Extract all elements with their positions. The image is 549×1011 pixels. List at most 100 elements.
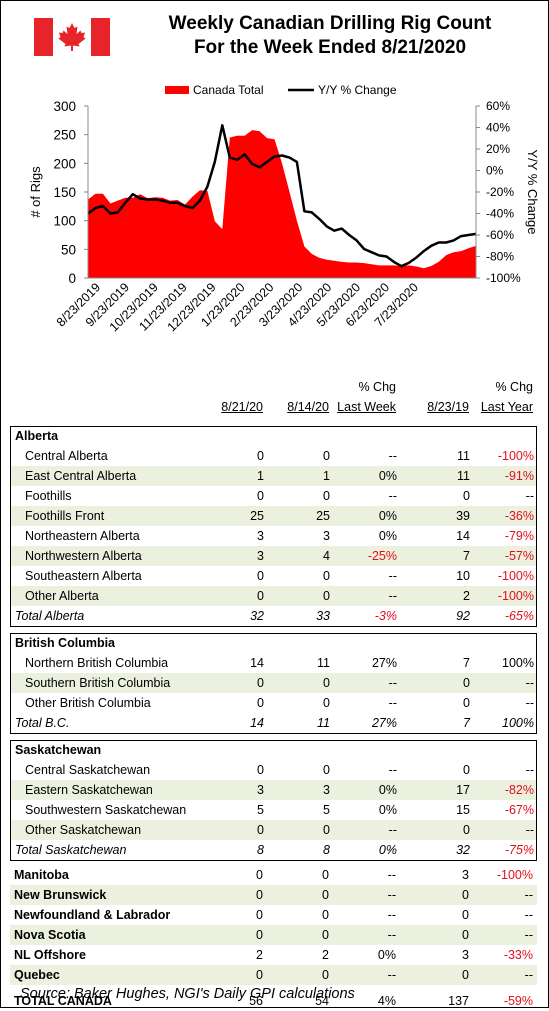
cell-c2: 0 bbox=[323, 696, 330, 710]
tick-label-left: 300 bbox=[53, 99, 76, 114]
cell-c2: 11 bbox=[317, 716, 330, 730]
cell-c5: -- bbox=[524, 928, 533, 942]
row-label: Northern British Columbia bbox=[25, 656, 169, 670]
tick-label-right: 20% bbox=[486, 142, 510, 156]
cell-c1: 14 bbox=[250, 716, 264, 730]
cell-c3: -- bbox=[387, 888, 396, 902]
y-axis-title-right: Y/Y % Change bbox=[525, 149, 540, 234]
cell-c4: 0 bbox=[462, 928, 469, 942]
grand-total-row: TOTAL CANADA 56 54 4% 137 -59% bbox=[10, 991, 537, 1011]
cell-c2: 0 bbox=[323, 823, 330, 837]
cell-c1: 14 bbox=[250, 656, 264, 670]
cell-c5: 100% bbox=[502, 716, 534, 730]
table-header: 8/21/20 8/14/20 Last Week 8/23/19 Last Year bbox=[10, 400, 537, 420]
province-row: Manitoba 0 0 -- 3 -100% bbox=[10, 865, 537, 885]
cell-c2: 4 bbox=[323, 549, 330, 563]
cell-c5: -- bbox=[525, 763, 534, 777]
cell-c4: 10 bbox=[456, 569, 470, 583]
cell-c5: -65% bbox=[504, 609, 534, 623]
cell-c4: 17 bbox=[456, 783, 470, 797]
header-prior-week: 8/14/20 bbox=[287, 400, 329, 414]
section-total-row: Total B.C. 14 11 27% 7 100% bbox=[11, 713, 536, 733]
cell-c5: -100% bbox=[496, 868, 533, 882]
table-row: Northeastern Alberta 3 3 0% 14 -79% bbox=[11, 526, 536, 546]
header-prior-year: 8/23/19 bbox=[427, 400, 469, 414]
row-label: Total Alberta bbox=[15, 609, 85, 623]
cell-c4: 0 bbox=[462, 908, 469, 922]
tick-label-right: -20% bbox=[486, 185, 514, 199]
province-row: NL Offshore 2 2 0% 3 -33% bbox=[10, 945, 537, 965]
row-label: Nova Scotia bbox=[14, 928, 86, 942]
cell-c1: 0 bbox=[257, 449, 264, 463]
table-row: Southern British Columbia 0 0 -- 0 -- bbox=[11, 673, 536, 693]
row-label: Other British Columbia bbox=[25, 696, 151, 710]
cell-c2: 25 bbox=[316, 509, 330, 523]
cell-c4: 0 bbox=[463, 763, 470, 777]
cell-c3: -- bbox=[388, 823, 397, 837]
cell-c1: 0 bbox=[256, 968, 263, 982]
province-row: Nova Scotia 0 0 -- 0 -- bbox=[10, 925, 537, 945]
section-saskatchewan: Saskatchewan Central Saskatchewan 0 0 -- 0 -- E… bbox=[10, 740, 537, 861]
cell-c4: 39 bbox=[456, 509, 470, 523]
section-title: Saskatchewan bbox=[15, 743, 102, 757]
cell-c2: 3 bbox=[323, 783, 330, 797]
cell-c4: 0 bbox=[462, 968, 469, 982]
cell-c3: -- bbox=[387, 928, 396, 942]
cell-c2: 0 bbox=[323, 489, 330, 503]
cell-c5: -59% bbox=[503, 994, 533, 1008]
row-label: NL Offshore bbox=[14, 948, 86, 962]
table-header-top: % Chg % Chg bbox=[10, 380, 537, 400]
row-label: Total B.C. bbox=[15, 716, 70, 730]
cell-c3: -- bbox=[387, 868, 396, 882]
cell-c1: 0 bbox=[257, 696, 264, 710]
cell-c5: -82% bbox=[504, 783, 534, 797]
row-label: Central Alberta bbox=[25, 449, 108, 463]
cell-c4: 7 bbox=[463, 656, 470, 670]
table-row: Central Saskatchewan 0 0 -- 0 -- bbox=[11, 760, 536, 780]
row-label: Northwestern Alberta bbox=[25, 549, 142, 563]
row-label: Southwestern Saskatchewan bbox=[25, 803, 187, 817]
cell-c3: -- bbox=[388, 449, 397, 463]
table-row: Northern British Columbia 14 11 27% 7 100% bbox=[11, 653, 536, 673]
y-axis-title-left: # of Rigs bbox=[28, 166, 43, 218]
cell-c1: 0 bbox=[256, 888, 263, 902]
row-label: Quebec bbox=[14, 968, 60, 982]
section-british-columbia: British Columbia Northern British Columbi… bbox=[10, 633, 537, 734]
cell-c4: 0 bbox=[463, 489, 470, 503]
cell-c1: 0 bbox=[257, 676, 264, 690]
tick-label-left: 50 bbox=[61, 242, 76, 257]
table-row: Other British Columbia 0 0 -- 0 -- bbox=[11, 693, 536, 713]
cell-c2: 8 bbox=[323, 843, 330, 857]
cell-c2: 0 bbox=[323, 449, 330, 463]
cell-c4: 7 bbox=[463, 716, 470, 730]
cell-c3: -- bbox=[388, 569, 397, 583]
cell-c4: 3 bbox=[462, 868, 469, 882]
cell-c3: 27% bbox=[371, 716, 397, 730]
tick-label-left: 200 bbox=[53, 156, 76, 171]
canada-flag-icon bbox=[34, 18, 110, 56]
legend-swatch-canada-total bbox=[165, 86, 189, 94]
table-row: Central Alberta 0 0 -- 11 -100% bbox=[11, 446, 536, 466]
province-rows: Manitoba 0 0 -- 3 -100% New Brunswick 0 0 -- 0 -- Ne… bbox=[10, 865, 537, 1011]
cell-c1: 3 bbox=[257, 529, 264, 543]
cell-c5: -57% bbox=[504, 549, 534, 563]
row-label: East Central Alberta bbox=[25, 469, 137, 483]
tick-label-left: 0 bbox=[68, 271, 76, 286]
row-label: Eastern Saskatchewan bbox=[25, 783, 153, 797]
tick-label-left: 150 bbox=[53, 185, 76, 200]
rig-count-chart: Canada Total Y/Y % Change 0 50 100 150 200 250 3… bbox=[28, 83, 540, 334]
cell-c1: 0 bbox=[256, 928, 263, 942]
cell-c1: 25 bbox=[250, 509, 264, 523]
cell-c2: 0 bbox=[323, 569, 330, 583]
cell-c5: -75% bbox=[504, 843, 534, 857]
cell-c2: 11 bbox=[317, 656, 330, 670]
series-line-yy-change bbox=[87, 124, 477, 268]
cell-c1: 0 bbox=[257, 589, 264, 603]
cell-c3: 0% bbox=[378, 843, 397, 857]
cell-c3: -- bbox=[388, 589, 397, 603]
cell-c4: 3 bbox=[462, 948, 469, 962]
cell-c1: 3 bbox=[257, 549, 264, 563]
cell-c5: -- bbox=[524, 908, 533, 922]
cell-c2: 1 bbox=[323, 469, 330, 483]
row-label: Other Alberta bbox=[25, 589, 99, 603]
